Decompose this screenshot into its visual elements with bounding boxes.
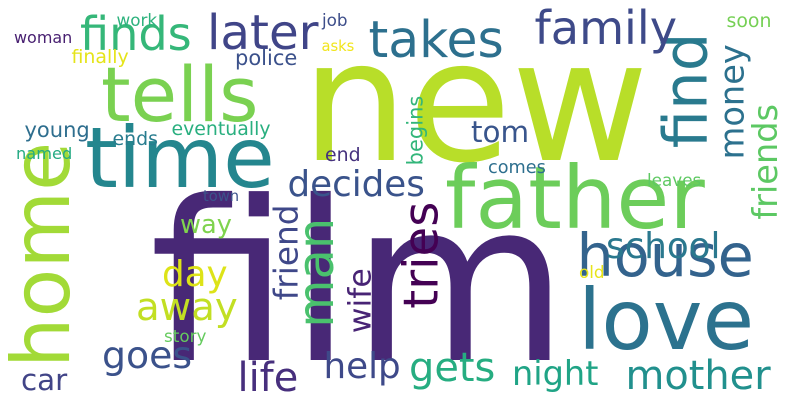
word-goes: goes xyxy=(102,333,193,377)
word-work: work xyxy=(116,9,158,30)
word-help: help xyxy=(323,346,401,387)
word-night: night xyxy=(512,354,599,393)
word-tells: tells xyxy=(101,51,259,139)
word-way: way xyxy=(180,210,232,240)
word-eventually: eventually xyxy=(171,117,271,140)
word-takes: takes xyxy=(368,10,504,69)
word-later: later xyxy=(207,5,319,61)
word-house: house xyxy=(576,220,754,290)
word-story: story xyxy=(164,325,207,346)
word-finds: finds xyxy=(80,7,192,61)
word-job: job xyxy=(322,9,348,30)
word-new: new xyxy=(301,4,649,200)
word-day: day xyxy=(162,254,228,295)
word-woman: woman xyxy=(14,28,73,47)
word-begins: begins xyxy=(403,95,428,165)
word-gets: gets xyxy=(409,345,496,391)
word-family: family xyxy=(534,1,678,55)
word-life: life xyxy=(237,355,299,401)
word-leaves: leaves xyxy=(647,169,702,190)
word-friends: friends xyxy=(746,103,786,220)
word-love: love xyxy=(578,271,755,369)
word-comes: comes xyxy=(488,158,546,178)
word-away: away xyxy=(136,284,238,330)
word-asks: asks xyxy=(321,37,355,55)
word-young: young xyxy=(24,117,90,142)
word-father: father xyxy=(445,149,705,249)
word-old: old xyxy=(579,261,605,282)
word-named: named xyxy=(16,144,73,163)
word-friend: friend xyxy=(267,204,306,300)
word-finally: finally xyxy=(71,45,129,68)
word-time: time xyxy=(85,109,275,207)
word-ends: ends xyxy=(112,127,158,150)
word-end: end xyxy=(325,143,361,166)
word-police: police xyxy=(235,45,298,70)
word-school: school xyxy=(606,226,721,267)
word-film: film xyxy=(149,153,569,405)
word-wife: wife xyxy=(342,268,379,334)
word-tom: tom xyxy=(471,114,530,149)
word-money: money xyxy=(712,44,752,160)
word-soon: soon xyxy=(726,9,772,32)
word-decides: decides xyxy=(287,164,425,205)
word-car: car xyxy=(21,362,68,397)
word-tries: tries xyxy=(392,201,449,309)
word-mother: mother xyxy=(625,353,771,399)
word-town: town xyxy=(203,187,240,205)
word-home: home xyxy=(0,141,89,369)
